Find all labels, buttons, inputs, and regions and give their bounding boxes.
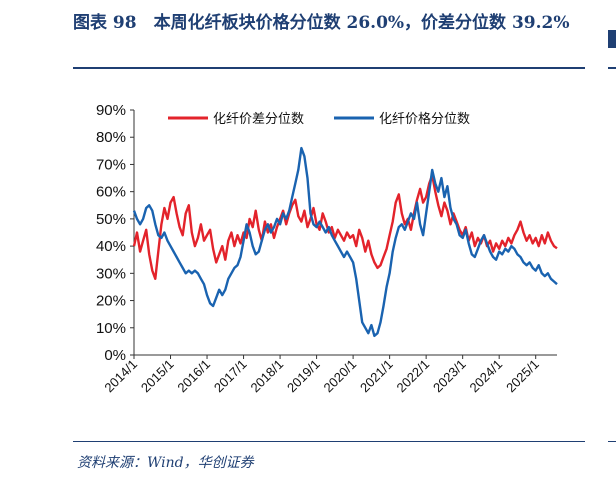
legend-label-2: 化纤价格分位数 xyxy=(379,111,470,127)
title-divider xyxy=(73,67,585,69)
x-tick-label: 2019/1 xyxy=(284,357,323,396)
adjacent-page-divider xyxy=(608,441,616,442)
legend-label-1: 化纤价差分位数 xyxy=(213,112,304,127)
x-tick-label: 2022/1 xyxy=(394,357,433,396)
y-tick-label: 10% xyxy=(96,320,126,337)
x-tick-label: 2023/1 xyxy=(430,357,469,396)
y-tick-label: 0% xyxy=(104,347,126,364)
x-tick-label: 2020/1 xyxy=(321,357,360,396)
legend: 化纤价差分位数 化纤价格分位数 xyxy=(168,111,470,127)
x-tick-label: 2025/1 xyxy=(503,357,542,396)
y-tick-label: 60% xyxy=(96,184,126,201)
x-tick-label: 2018/1 xyxy=(247,357,286,396)
source-note: 资料来源：Wind，华创证券 xyxy=(77,455,254,471)
x-tick-label: 2015/1 xyxy=(138,357,177,396)
y-tick-label: 90% xyxy=(96,102,126,119)
y-tick-label: 40% xyxy=(96,238,126,255)
x-tick-label: 2016/1 xyxy=(174,357,213,396)
x-axis: 2014/12015/12016/12017/12018/12019/12020… xyxy=(101,354,557,396)
x-tick-label: 2024/1 xyxy=(467,357,506,396)
series-line-1 xyxy=(132,174,558,280)
y-tick-label: 30% xyxy=(96,265,126,282)
y-tick-label: 50% xyxy=(96,211,126,228)
figure-title: 图表 98 本周化纤板块价格分位数 26.0%，价差分位数 39.2% xyxy=(73,13,570,33)
source-divider xyxy=(73,441,585,442)
y-tick-label: 70% xyxy=(96,156,126,173)
adjacent-page-marker xyxy=(608,30,616,48)
y-axis: 0% 10% 20% 30% 40% 50% 60% 70% 80% 90% xyxy=(96,102,135,364)
series-line-2 xyxy=(132,146,558,338)
x-tick-label: 2021/1 xyxy=(357,357,396,396)
x-tick-label: 2017/1 xyxy=(211,357,250,396)
series-group xyxy=(132,146,558,338)
adjacent-page-divider xyxy=(608,67,616,69)
y-tick-label: 20% xyxy=(96,293,126,310)
y-tick-label: 80% xyxy=(96,129,126,146)
